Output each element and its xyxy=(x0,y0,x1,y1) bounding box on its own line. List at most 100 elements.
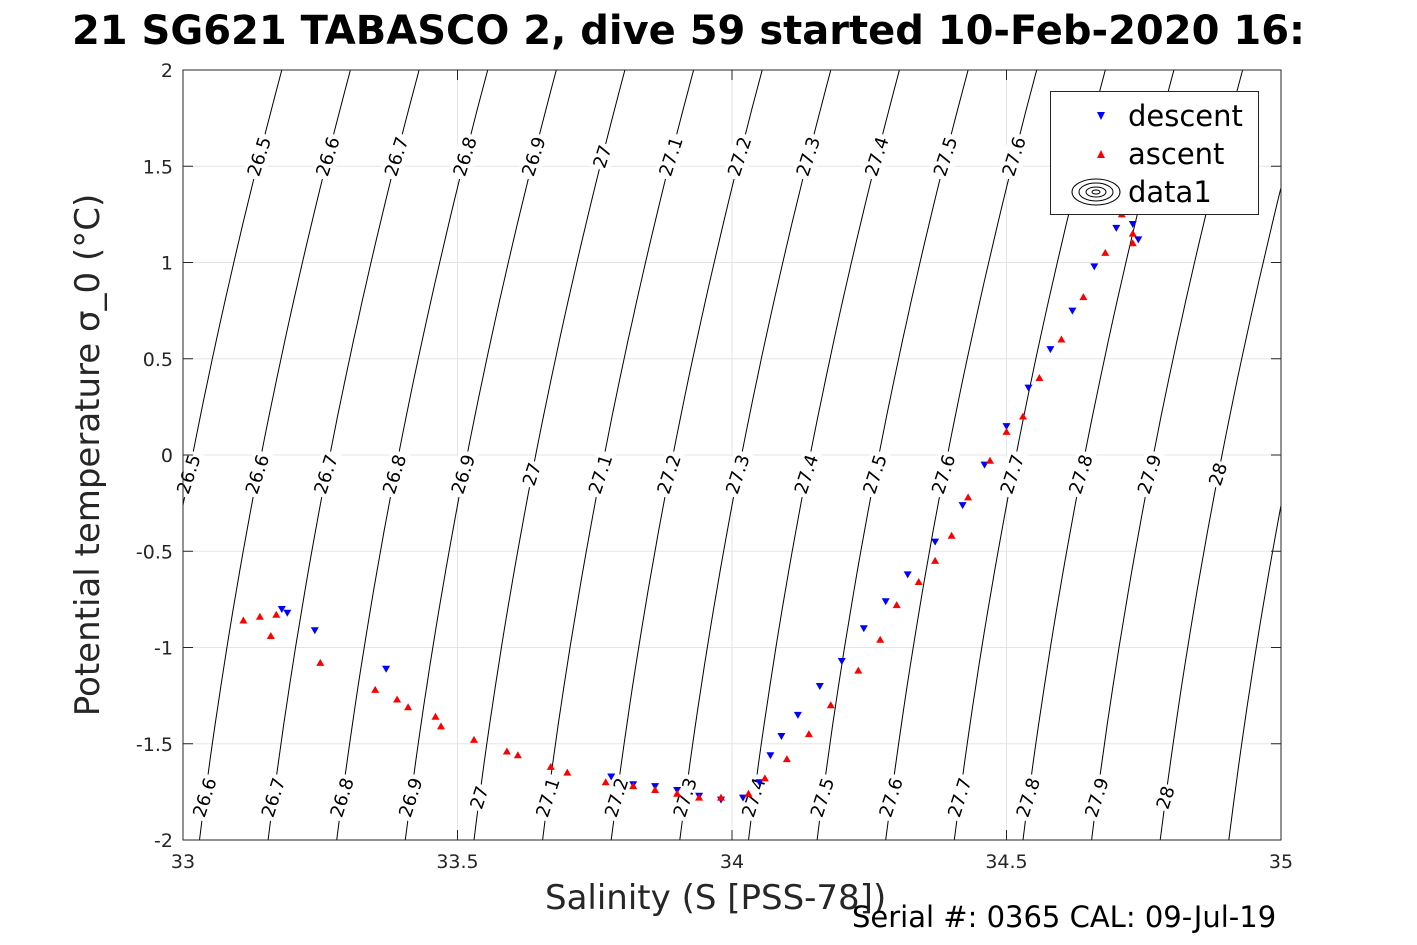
contour-label-bg xyxy=(583,449,619,500)
x-tick-label: 33 xyxy=(171,851,195,873)
descent-point xyxy=(1112,224,1121,232)
ascent-point xyxy=(393,695,402,703)
ascent-point xyxy=(502,747,511,755)
y-tick-label: -0.5 xyxy=(136,541,173,563)
ascent-point xyxy=(563,768,572,776)
contour-label-bg xyxy=(310,131,346,182)
ascent-point xyxy=(1101,248,1110,256)
descent-point xyxy=(881,598,890,606)
x-axis-label: Salinity (S [PSS-78]) xyxy=(545,878,887,918)
y-tick-label: 0 xyxy=(161,445,173,467)
contour-label-bg xyxy=(790,131,826,182)
contour-label-bg xyxy=(653,131,689,182)
legend-label-ascent: ascent xyxy=(1128,137,1225,171)
descent-point xyxy=(1046,346,1055,354)
descent-point xyxy=(837,658,846,665)
contour-label-bg xyxy=(588,140,617,173)
ascent-point xyxy=(513,751,522,759)
descent-point xyxy=(607,773,616,781)
ascent-point xyxy=(804,730,813,738)
contour-label-bg xyxy=(1010,772,1046,823)
contour-label-bg xyxy=(722,131,758,182)
contour-label-bg xyxy=(393,772,429,823)
contour-label-bg xyxy=(445,449,481,500)
descent-point xyxy=(931,538,940,546)
ascent-point xyxy=(437,722,445,730)
ascent-point xyxy=(964,493,973,501)
ascent-point xyxy=(854,666,863,674)
contour-label-bg xyxy=(530,772,566,823)
contour-label-bg xyxy=(873,772,909,823)
axis-ticks: 33 33.5 34 34.5 35 -2 -1.5 -1 -0.5 0 0.5 1 1.5 2 xyxy=(136,60,1293,873)
contour-label-bg xyxy=(804,772,841,823)
ascent-point xyxy=(316,658,325,666)
ascent-point xyxy=(239,616,248,624)
contour-label-bg xyxy=(377,449,413,500)
ascent-point xyxy=(914,578,923,585)
ascent-point xyxy=(272,610,281,618)
descent-point xyxy=(382,665,391,673)
y-tick-label: 1.5 xyxy=(143,156,173,178)
contour-label-bg xyxy=(857,449,893,500)
descent-point xyxy=(1134,236,1143,244)
isopycnal-line xyxy=(1228,502,1281,840)
x-tick-label: 34.5 xyxy=(985,851,1027,873)
contour-label-bg xyxy=(928,131,964,182)
ascent-point xyxy=(1128,229,1137,237)
ascent-point xyxy=(782,755,791,763)
ascent-point xyxy=(1079,293,1088,301)
descent-point xyxy=(1128,221,1137,228)
descent-point xyxy=(1068,307,1077,315)
ascent-point xyxy=(266,632,275,639)
legend-item-data1: data1 xyxy=(1051,173,1258,211)
descent-point xyxy=(958,502,967,510)
contour-label-bg xyxy=(788,449,825,500)
ascent-point xyxy=(931,556,940,564)
chart-title: 21 SG621 TABASCO 2, dive 59 started 10-F… xyxy=(71,8,1306,54)
contour-label-bg xyxy=(324,772,360,823)
ascent-point xyxy=(470,735,478,743)
contour-label-bg xyxy=(651,449,687,500)
descent-point xyxy=(903,571,912,579)
ascent-point xyxy=(826,701,835,709)
contour-label-bg xyxy=(255,772,292,823)
ascent-point xyxy=(1019,412,1027,420)
x-tick-label: 35 xyxy=(1269,851,1293,873)
contour-label-bg xyxy=(1203,458,1233,491)
descent-point xyxy=(283,609,292,617)
ascent-point xyxy=(601,778,610,786)
contour-label-bg xyxy=(1079,772,1115,823)
x-tick-label: 34 xyxy=(720,851,744,873)
contour-label-bg xyxy=(667,772,703,823)
contour-label-bg xyxy=(241,131,277,182)
contour-label: 27.1 xyxy=(653,131,689,182)
legend-item-ascent: ascent xyxy=(1051,135,1258,173)
data-points xyxy=(239,191,1143,804)
descent-point xyxy=(1002,423,1011,431)
y-tick-label: 2 xyxy=(161,60,173,82)
y-tick-label: 1 xyxy=(161,253,173,275)
ascent-point xyxy=(651,786,660,793)
descent-point xyxy=(793,711,802,719)
isopycnal-line xyxy=(1159,185,1281,840)
ascent-point xyxy=(255,612,264,620)
contour-label-bg xyxy=(171,449,207,500)
contour-label: 27.4 xyxy=(859,131,895,182)
contour-label-bg xyxy=(379,131,415,182)
contour-label-bg xyxy=(994,449,1030,500)
ascent-point xyxy=(673,789,682,797)
x-tick-label: 33.5 xyxy=(436,851,478,873)
contour-label-bg xyxy=(517,458,547,491)
legend: descent ascent data1 xyxy=(1050,91,1259,215)
ascent-point xyxy=(371,685,380,693)
ascent-marker-icon xyxy=(1097,150,1105,158)
contour-icon xyxy=(1071,178,1121,206)
descent-point xyxy=(766,752,775,760)
ascent-point xyxy=(876,635,885,643)
descent-point xyxy=(815,683,824,690)
contour-label: 26.9 xyxy=(516,131,552,182)
contour-label-bg xyxy=(308,449,344,500)
contour-label-bg xyxy=(239,449,276,500)
isopycnal-line xyxy=(473,70,626,840)
ascent-point xyxy=(431,712,440,720)
